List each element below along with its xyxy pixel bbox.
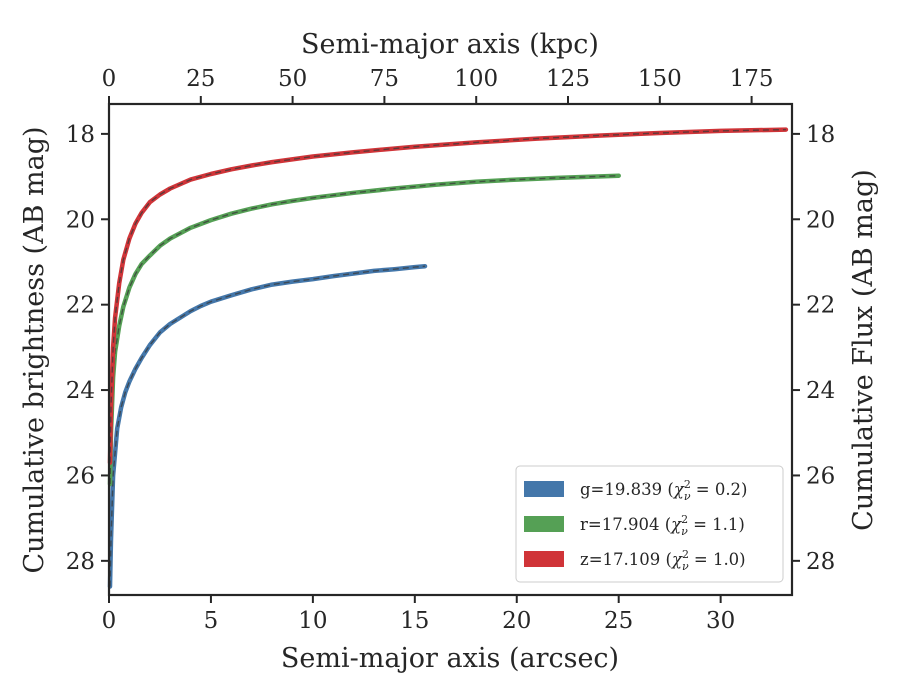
y-axis-title: Cumulative brightness (AB mag)	[19, 126, 50, 573]
y2-tick-label: 24	[806, 378, 835, 404]
plot-frame	[107, 102, 794, 597]
x-tick-label: 15	[400, 608, 429, 634]
y-tick-label: 22	[66, 293, 95, 319]
legend-swatch-z-band	[524, 551, 564, 567]
series-model-line-r-band	[109, 175, 619, 485]
legend: g=19.839 (χ2 ν = 0.2) r=17.904 (χ2 ν = 1.1)…	[515, 465, 784, 583]
series-model-line-z-band	[109, 128, 786, 463]
x-tick-label: 20	[502, 608, 531, 634]
y2-tick-label: 20	[806, 207, 835, 233]
y-tick-label: 28	[66, 549, 95, 575]
x2-tick-label: 75	[370, 66, 399, 92]
y-tick-label: 20	[66, 207, 95, 233]
x-tick-label: 0	[102, 608, 117, 634]
y2-tick-label: 28	[806, 549, 835, 575]
x-tick-label: 30	[706, 608, 735, 634]
y-tick-label: 24	[66, 378, 95, 404]
legend-label-z-band: z=17.109 (χ2 ν = 1.0)	[580, 548, 746, 573]
y2-axis-title: Cumulative Flux (AB mag)	[848, 169, 879, 531]
legend-box	[515, 465, 784, 583]
x2-tick-label: 25	[186, 66, 215, 92]
x2-tick-label: 150	[638, 66, 682, 92]
legend-label-g-band: g=19.839 (χ2 ν = 0.2)	[580, 478, 748, 503]
x2-tick-label: 50	[278, 66, 307, 92]
y2-tick-label: 18	[806, 122, 835, 148]
y2-tick-label: 26	[806, 463, 835, 489]
legend-swatch-g-band	[524, 481, 564, 497]
x2-tick-label: 100	[454, 66, 498, 92]
x-tick-label: 10	[298, 608, 327, 634]
x-tick-label: 5	[204, 608, 219, 634]
y-tick-label: 18	[66, 122, 95, 148]
x2-tick-label: 125	[546, 66, 590, 92]
legend-swatch-r-band	[524, 516, 564, 532]
y2-tick-label: 22	[806, 293, 835, 319]
x2-tick-label: 0	[102, 66, 117, 92]
legend-label-r-band: r=17.904 (χ2 ν = 1.1)	[580, 513, 745, 538]
series-model-line-g-band	[109, 265, 426, 587]
curves-layer	[107, 127, 789, 589]
y-tick-label: 26	[66, 463, 95, 489]
x2-tick-label: 175	[730, 66, 774, 92]
ticks-layer: 0 5 10 15 20 25 30 0 25 50 75 100 125 150 175 18 18 20 20 2…	[66, 66, 836, 634]
x-tick-label: 25	[604, 608, 633, 634]
x2-axis-title: Semi-major axis (kpc)	[301, 29, 599, 60]
x-axis-title: Semi-major axis (arcsec)	[281, 643, 619, 674]
